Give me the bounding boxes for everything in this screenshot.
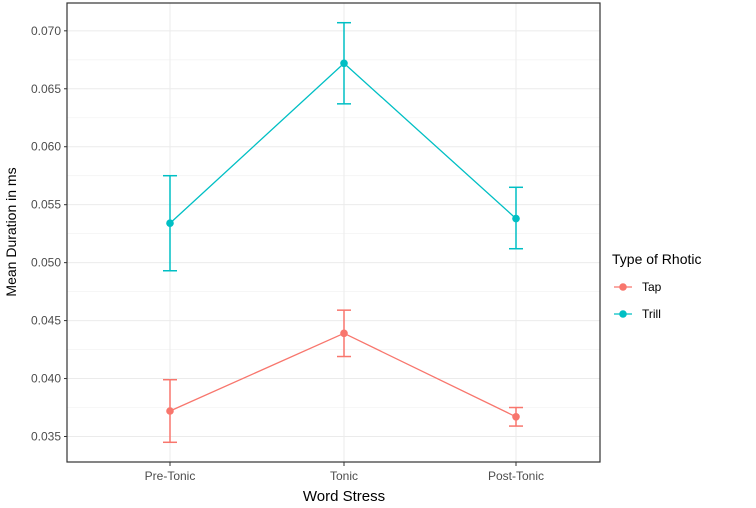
panel-border <box>66 2 601 463</box>
legend: Type of Rhotic Tap Trill <box>612 251 702 321</box>
tap-point <box>512 412 520 421</box>
y-tick-label: 0.040 <box>31 372 61 386</box>
x-tick-label: Tonic <box>330 469 358 483</box>
legend-key-point-trill <box>619 310 627 318</box>
y-axis: 0.035 0.040 0.045 0.050 0.055 0.060 0.065 0.070 <box>31 24 67 444</box>
x-axis: Pre-Tonic Tonic Post-Tonic <box>145 462 544 483</box>
legend-label-trill: Trill <box>642 307 661 321</box>
trill-point <box>166 219 174 228</box>
y-tick-label: 0.035 <box>31 430 61 444</box>
y-tick-label: 0.050 <box>31 256 61 270</box>
legend-title: Type of Rhotic <box>612 251 702 267</box>
trill-point <box>340 59 348 68</box>
x-axis-title: Word Stress <box>303 488 385 505</box>
y-tick-label: 0.055 <box>31 198 61 212</box>
x-tick-label: Pre-Tonic <box>145 469 196 483</box>
tap-point <box>340 329 348 338</box>
legend-label-tap: Tap <box>642 280 662 294</box>
y-tick-label: 0.060 <box>31 140 61 154</box>
y-tick-label: 0.045 <box>31 314 61 328</box>
x-tick-label: Post-Tonic <box>488 469 544 483</box>
tap-line <box>169 332 517 418</box>
tap-point <box>166 407 174 415</box>
trill-line <box>169 62 517 224</box>
y-tick-label: 0.065 <box>31 82 61 96</box>
y-axis-title: Mean Duration in ms <box>3 167 19 296</box>
marks <box>163 21 523 444</box>
trill-point <box>512 214 520 223</box>
legend-key-point-tap <box>619 283 627 291</box>
y-tick-label: 0.070 <box>31 24 61 38</box>
grid <box>67 3 600 462</box>
